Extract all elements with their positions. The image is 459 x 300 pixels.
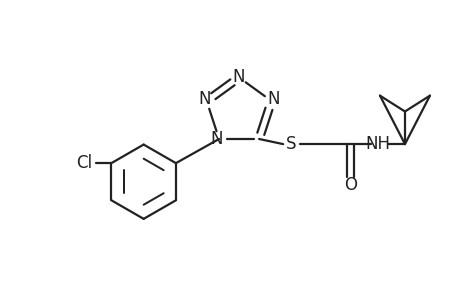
Text: Cl: Cl <box>76 154 92 172</box>
Text: N: N <box>198 90 210 108</box>
Text: O: O <box>343 176 356 194</box>
Text: NH: NH <box>364 135 389 153</box>
Text: S: S <box>285 135 296 153</box>
Text: N: N <box>210 130 223 148</box>
Text: N: N <box>267 90 280 108</box>
Text: N: N <box>232 68 245 85</box>
